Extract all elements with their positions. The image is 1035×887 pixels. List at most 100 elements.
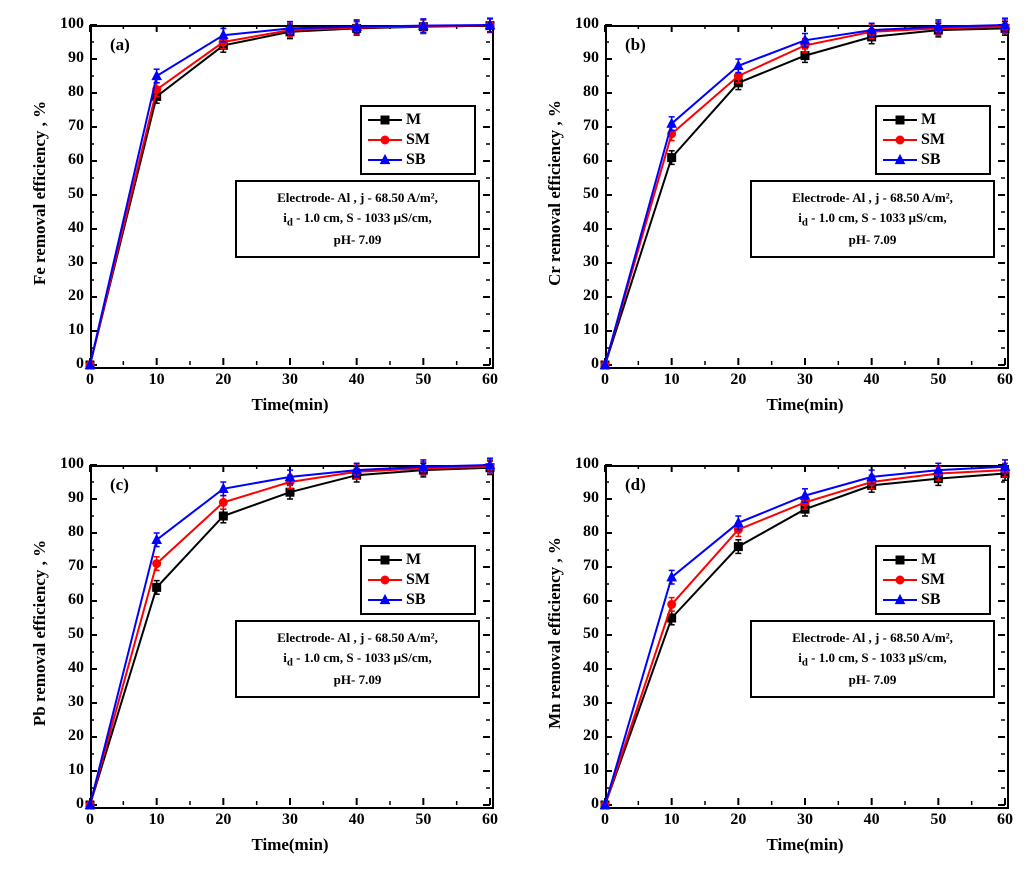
conditions-line: pH- 7.09 bbox=[245, 230, 470, 250]
legend-box: M SM SB bbox=[360, 105, 476, 175]
legend-box: MSMSB bbox=[360, 545, 476, 615]
x-axis-label: Time(min) bbox=[605, 395, 1005, 415]
y-tick-label: 40 bbox=[563, 659, 599, 677]
y-tick-label: 50 bbox=[48, 185, 84, 203]
chart-panel-c: 01020304050600102030405060708090100Time(… bbox=[10, 450, 515, 880]
legend-entry-m: M bbox=[368, 110, 468, 130]
legend-line-icon bbox=[368, 559, 402, 561]
y-tick-label: 90 bbox=[48, 489, 84, 507]
x-tick-label: 60 bbox=[470, 371, 510, 389]
chart-panel-d: 01020304050600102030405060708090100Time(… bbox=[525, 450, 1030, 880]
legend-label: SB bbox=[921, 151, 941, 169]
legend-label: M bbox=[406, 551, 421, 569]
y-tick-label: 30 bbox=[563, 693, 599, 711]
y-axis-label: Cr removal efficiency , % bbox=[545, 23, 565, 363]
y-tick-label: 20 bbox=[563, 727, 599, 745]
x-tick-label: 20 bbox=[203, 371, 243, 389]
legend-entry-sm: SM bbox=[883, 570, 983, 590]
legend-entry-m: M bbox=[883, 110, 983, 130]
legend-label: SB bbox=[921, 591, 941, 609]
x-tick-label: 20 bbox=[718, 371, 758, 389]
x-tick-label: 0 bbox=[70, 811, 110, 829]
legend-entry-sb: SB bbox=[883, 590, 983, 610]
conditions-line: Electrode- Al , j - 68.50 A/m², bbox=[760, 628, 985, 648]
conditions-box: Electrode- Al , j - 68.50 A/m²,id - 1.0 … bbox=[750, 180, 995, 258]
legend-line-icon bbox=[368, 139, 402, 141]
y-tick-label: 60 bbox=[48, 591, 84, 609]
legend-box: MSMSB bbox=[875, 545, 991, 615]
panel-tag: (b) bbox=[625, 35, 646, 55]
legend-label: M bbox=[921, 551, 936, 569]
legend-label: SM bbox=[921, 131, 945, 149]
y-tick-label: 100 bbox=[48, 455, 84, 473]
y-tick-label: 10 bbox=[48, 321, 84, 339]
y-tick-label: 50 bbox=[563, 625, 599, 643]
y-tick-label: 90 bbox=[48, 49, 84, 67]
y-tick-label: 60 bbox=[563, 151, 599, 169]
conditions-box: Electrode- Al , j - 68.50 A/m²,id - 1.0 … bbox=[750, 620, 995, 698]
y-tick-label: 90 bbox=[563, 49, 599, 67]
legend-label: SM bbox=[406, 131, 430, 149]
y-tick-label: 80 bbox=[563, 83, 599, 101]
legend-line-icon bbox=[883, 159, 917, 161]
chart-panel-a: 01020304050600102030405060708090100Time(… bbox=[10, 10, 515, 440]
legend-entry-sm: SM bbox=[368, 130, 468, 150]
panel-tag: (a) bbox=[110, 35, 130, 55]
panel-tag: (c) bbox=[110, 475, 129, 495]
y-tick-label: 70 bbox=[563, 117, 599, 135]
x-tick-label: 0 bbox=[585, 371, 625, 389]
legend-label: SB bbox=[406, 591, 426, 609]
x-tick-label: 20 bbox=[203, 811, 243, 829]
legend-label: M bbox=[406, 111, 421, 129]
legend-entry-sm: SM bbox=[368, 570, 468, 590]
x-tick-label: 0 bbox=[585, 811, 625, 829]
legend-line-icon bbox=[368, 579, 402, 581]
conditions-line: pH- 7.09 bbox=[760, 230, 985, 250]
y-tick-label: 70 bbox=[48, 117, 84, 135]
y-tick-label: 70 bbox=[563, 557, 599, 575]
chart-panel-b: 01020304050600102030405060708090100Time(… bbox=[525, 10, 1030, 440]
y-tick-label: 10 bbox=[563, 321, 599, 339]
x-tick-label: 30 bbox=[270, 371, 310, 389]
x-tick-label: 10 bbox=[652, 371, 692, 389]
y-axis-label: Fe removal efficiency , % bbox=[30, 23, 50, 363]
conditions-line: pH- 7.09 bbox=[245, 670, 470, 690]
panel-tag: (d) bbox=[625, 475, 646, 495]
x-tick-label: 10 bbox=[137, 811, 177, 829]
x-tick-label: 40 bbox=[337, 371, 377, 389]
legend-entry-sb: SB bbox=[883, 150, 983, 170]
y-tick-label: 70 bbox=[48, 557, 84, 575]
x-tick-label: 10 bbox=[137, 371, 177, 389]
y-tick-label: 0 bbox=[48, 795, 84, 813]
legend-label: SB bbox=[406, 151, 426, 169]
legend-entry-sb: SB bbox=[368, 150, 468, 170]
legend-line-icon bbox=[883, 599, 917, 601]
y-tick-label: 90 bbox=[563, 489, 599, 507]
legend-line-icon bbox=[883, 559, 917, 561]
y-tick-label: 80 bbox=[48, 83, 84, 101]
x-axis-label: Time(min) bbox=[90, 835, 490, 855]
x-tick-label: 30 bbox=[270, 811, 310, 829]
y-tick-label: 20 bbox=[48, 727, 84, 745]
x-tick-label: 60 bbox=[470, 811, 510, 829]
legend-label: M bbox=[921, 111, 936, 129]
conditions-line: id - 1.0 cm, S - 1033 μS/cm, bbox=[760, 648, 985, 671]
legend-entry-m: M bbox=[368, 550, 468, 570]
x-axis-label: Time(min) bbox=[90, 395, 490, 415]
x-tick-label: 40 bbox=[337, 811, 377, 829]
y-tick-label: 0 bbox=[563, 355, 599, 373]
conditions-line: Electrode- Al , j - 68.50 A/m², bbox=[760, 188, 985, 208]
x-tick-label: 30 bbox=[785, 371, 825, 389]
conditions-line: pH- 7.09 bbox=[760, 670, 985, 690]
x-tick-label: 50 bbox=[918, 371, 958, 389]
x-tick-label: 60 bbox=[985, 371, 1025, 389]
y-tick-label: 60 bbox=[48, 151, 84, 169]
legend-line-icon bbox=[368, 159, 402, 161]
y-axis-label: Mn removal efficiency , % bbox=[545, 463, 565, 803]
y-tick-label: 0 bbox=[48, 355, 84, 373]
y-axis-label: Pb removal efficiency , % bbox=[30, 463, 50, 803]
conditions-line: Electrode- Al , j - 68.50 A/m², bbox=[245, 188, 470, 208]
x-tick-label: 40 bbox=[852, 811, 892, 829]
legend-box: M SM SB bbox=[875, 105, 991, 175]
conditions-line: id - 1.0 cm, S - 1033 μS/cm, bbox=[245, 208, 470, 231]
